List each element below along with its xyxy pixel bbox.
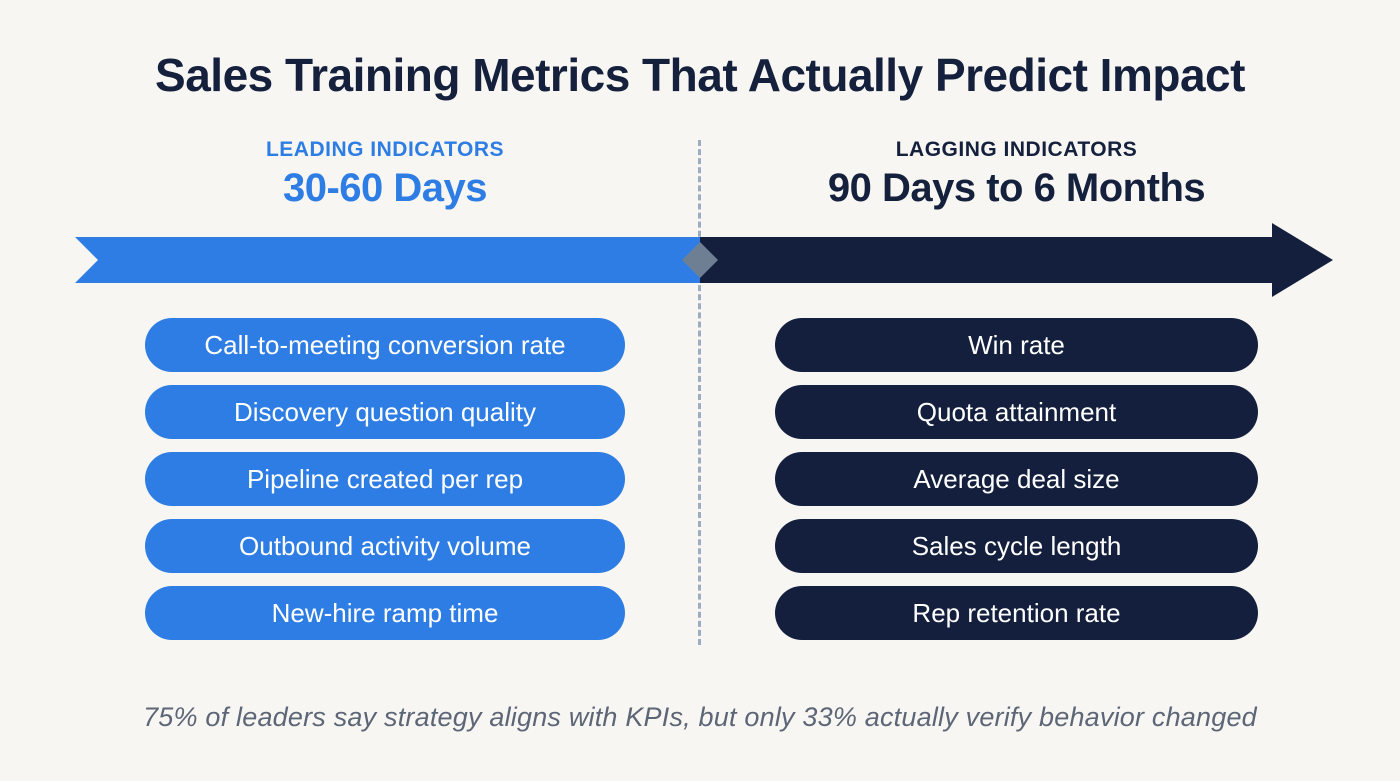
leading-indicators-header: LEADING INDICATORS 30-60 Days xyxy=(145,138,625,211)
footnote-text: 75% of leaders say strategy aligns with … xyxy=(143,702,1257,732)
lagging-indicators-label: LAGGING INDICATORS xyxy=(895,138,1138,161)
timeline-arrow-icon xyxy=(75,223,1333,297)
lagging-arrow-segment xyxy=(700,223,1333,297)
leading-metrics-list: Call-to-meeting conversion rate Discover… xyxy=(145,318,625,640)
lagging-timeframe: 90 Days to 6 Months xyxy=(827,166,1206,210)
midpoint-diamond-icon xyxy=(682,242,718,278)
leading-metric-pill: Discovery question quality xyxy=(145,385,625,439)
lagging-metric-pill: Sales cycle length xyxy=(775,519,1258,573)
lagging-metric-pill: Quota attainment xyxy=(775,385,1258,439)
divider-dashed-line xyxy=(698,140,701,645)
lagging-metric-pill: Average deal size xyxy=(775,452,1258,506)
lagging-indicators-header: LAGGING INDICATORS 90 Days to 6 Months xyxy=(775,138,1258,211)
lagging-metric-pill: Rep retention rate xyxy=(775,586,1258,640)
leading-indicators-label: LEADING INDICATORS xyxy=(265,138,505,161)
leading-metric-pill: Call-to-meeting conversion rate xyxy=(145,318,625,372)
leading-metric-pill: Pipeline created per rep xyxy=(145,452,625,506)
lagging-metric-pill: Win rate xyxy=(775,318,1258,372)
leading-metric-pill: Outbound activity volume xyxy=(145,519,625,573)
leading-metric-pill: New-hire ramp time xyxy=(145,586,625,640)
leading-arrow-segment xyxy=(75,237,700,283)
leading-timeframe: 30-60 Days xyxy=(282,166,488,210)
page-title: Sales Training Metrics That Actually Pre… xyxy=(155,49,1245,101)
lagging-metrics-list: Win rate Quota attainment Average deal s… xyxy=(775,318,1258,640)
